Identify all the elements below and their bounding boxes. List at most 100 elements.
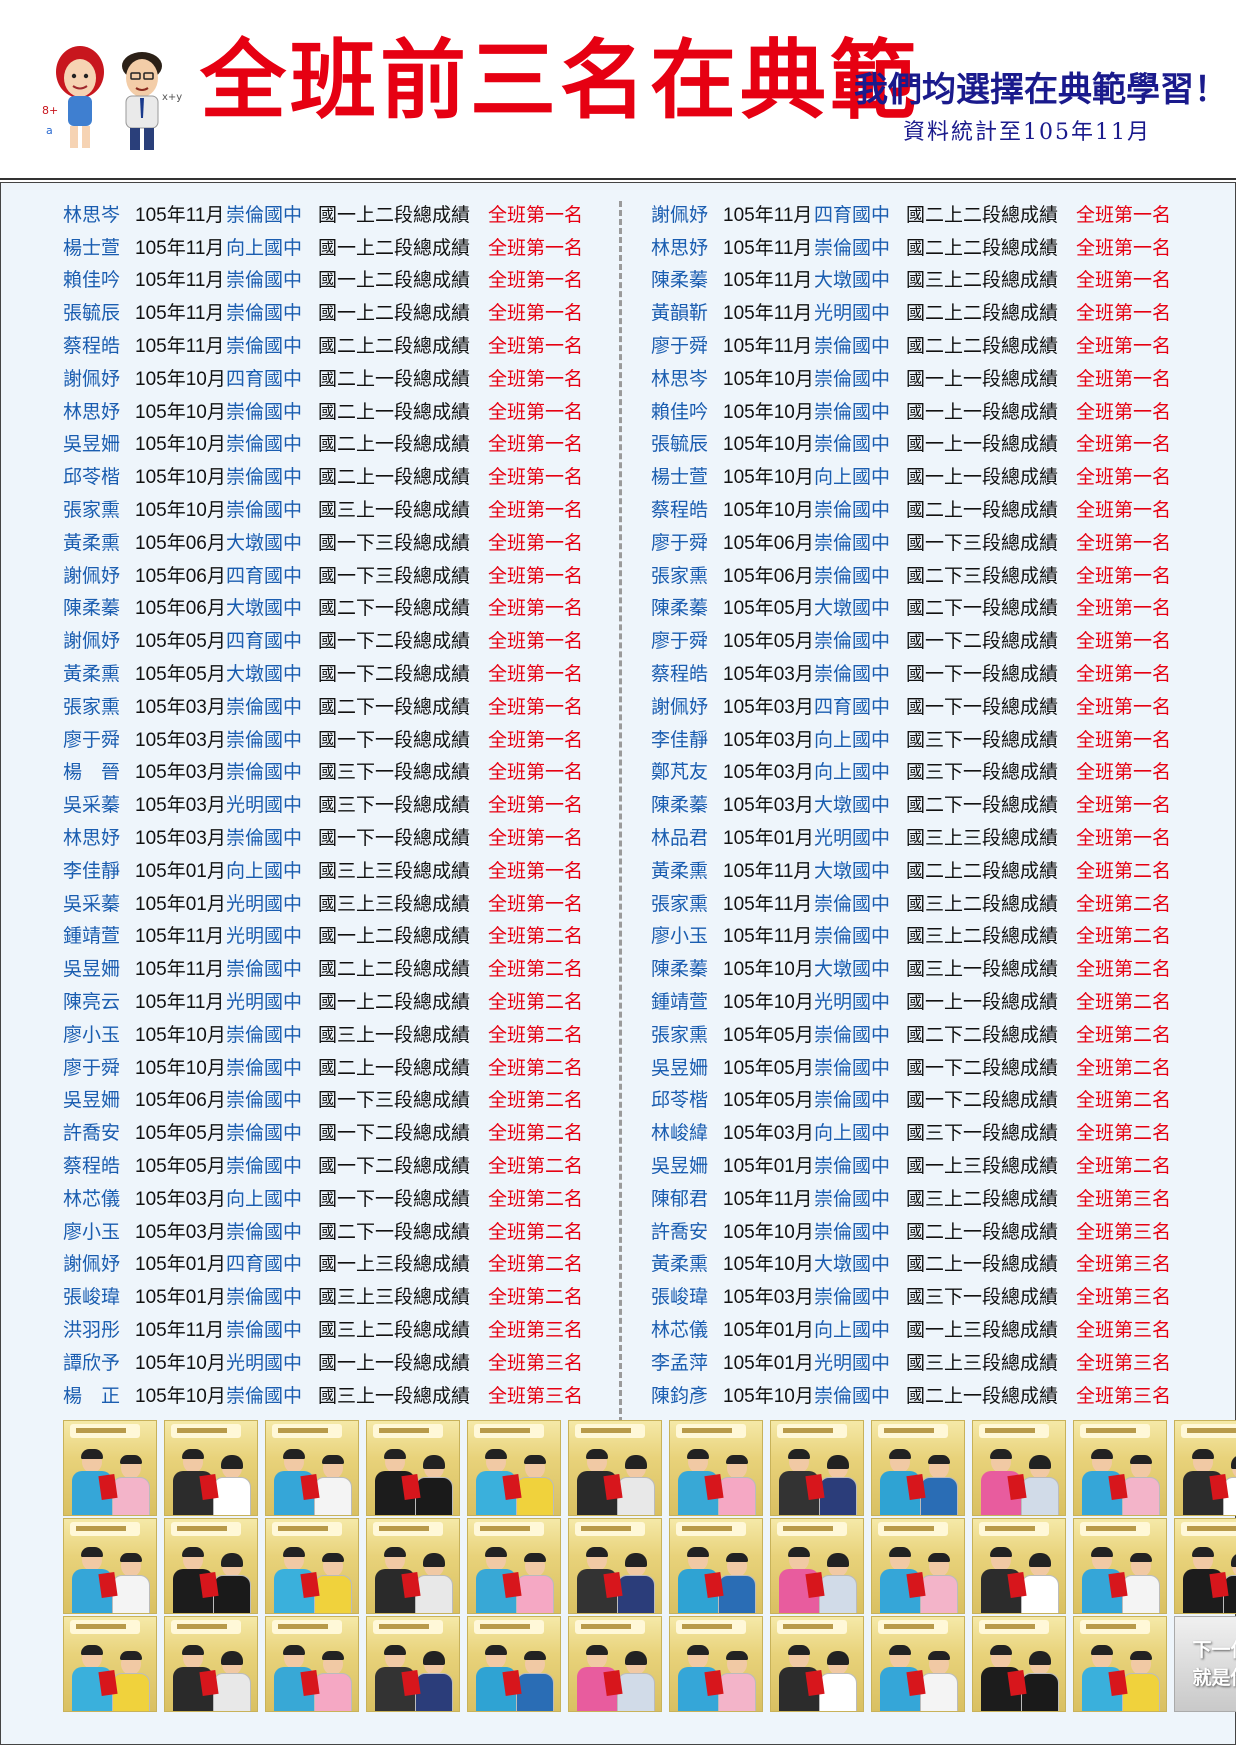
- student-name: 張家熏: [651, 1024, 709, 1046]
- ranking-row: 謝佩妤 105年01月 四育國中 國一上三段總成績 全班第二名: [63, 1247, 623, 1280]
- award-photo: [467, 1420, 561, 1516]
- ranking-row: 蔡程皓 105年11月 崇倫國中 國二上二段總成績 全班第一名: [63, 328, 623, 361]
- award-photo: [63, 1518, 157, 1614]
- school-name: 崇倫國中: [814, 1221, 891, 1243]
- student-name: 吳采蓁: [63, 893, 121, 915]
- student-name: 蔡程皓: [651, 664, 709, 686]
- exam-name: 國二上二段總成績: [906, 303, 1059, 325]
- student-name: 黃韻靳: [651, 303, 709, 325]
- page-title: 全班前三名在典範: [200, 30, 920, 131]
- award-photo: [1073, 1420, 1167, 1516]
- school-name: 崇倫國中: [226, 1123, 303, 1145]
- student-name: 林思妤: [63, 828, 121, 850]
- record-date: 105年11月: [723, 204, 813, 226]
- award-photo: [1073, 1518, 1167, 1614]
- school-name: 向上國中: [226, 860, 303, 882]
- ranking-row: 廖于舜 105年11月 崇倫國中 國二上二段總成績 全班第一名: [651, 328, 1211, 361]
- student-name: 邱苓楷: [63, 467, 121, 489]
- student-name: 陳柔蓁: [651, 270, 709, 292]
- rank-label: 全班第一名: [488, 664, 584, 686]
- exam-name: 國二上一段總成績: [318, 434, 471, 456]
- school-name: 崇倫國中: [814, 401, 891, 423]
- rank-label: 全班第二名: [1076, 992, 1172, 1014]
- student-name: 賴佳吟: [651, 401, 709, 423]
- student-name: 譚欣予: [63, 1352, 121, 1374]
- record-date: 105年06月: [135, 565, 226, 587]
- ranking-row: 廖小玉 105年11月 崇倫國中 國三上二段總成績 全班第二名: [651, 919, 1211, 952]
- rank-label: 全班第一名: [488, 500, 584, 522]
- student-name: 蔡程皓: [651, 500, 709, 522]
- award-photo: [770, 1518, 864, 1614]
- ranking-row: 陳柔蓁 105年05月 大墩國中 國二下一段總成績 全班第一名: [651, 591, 1211, 624]
- ranking-row: 賴佳吟 105年10月 崇倫國中 國一上一段總成績 全班第一名: [651, 394, 1211, 427]
- school-name: 四育國中: [226, 565, 303, 587]
- rank-label: 全班第三名: [488, 1352, 584, 1374]
- school-name: 崇倫國中: [226, 1156, 303, 1177]
- student-name: 張家熏: [63, 696, 121, 718]
- rank-label: 全班第二名: [488, 926, 584, 948]
- rank-label: 全班第三名: [488, 1319, 584, 1341]
- school-name: 崇倫國中: [814, 664, 891, 686]
- rank-label: 全班第二名: [1076, 893, 1172, 915]
- rank-label: 全班第一名: [488, 696, 584, 718]
- school-name: 崇倫國中: [226, 1024, 303, 1046]
- award-photo: [669, 1518, 763, 1614]
- student-name: 廖小玉: [63, 1024, 121, 1046]
- exam-name: 國三上二段總成績: [906, 926, 1059, 948]
- record-date: 105年03月: [723, 762, 814, 784]
- ranking-row: 廖于舜 105年05月 崇倫國中 國一下二段總成績 全班第一名: [651, 623, 1211, 656]
- exam-name: 國一下三段總成績: [318, 565, 471, 587]
- record-date: 105年05月: [135, 664, 226, 686]
- ranking-row: 吳昱姍 105年01月 崇倫國中 國一上三段總成績 全班第二名: [651, 1148, 1211, 1181]
- rank-label: 全班第一名: [488, 762, 584, 784]
- exam-name: 國三下一段總成績: [906, 1123, 1059, 1145]
- award-photo: [871, 1420, 965, 1516]
- school-name: 光明國中: [226, 795, 303, 817]
- student-name: 廖于舜: [651, 631, 709, 653]
- school-name: 崇倫國中: [226, 1090, 303, 1112]
- record-date: 105年11月: [723, 893, 813, 915]
- rank-label: 全班第一名: [488, 598, 584, 620]
- exam-name: 國一上一段總成績: [906, 401, 1059, 423]
- rank-label: 全班第一名: [1076, 237, 1172, 259]
- award-photo: [972, 1616, 1066, 1712]
- rank-label: 全班第三名: [1076, 1319, 1172, 1341]
- exam-name: 國一上三段總成績: [906, 1156, 1059, 1177]
- rank-label: 全班第一名: [1076, 270, 1172, 292]
- school-name: 崇倫國中: [814, 1090, 891, 1112]
- exam-name: 國一上二段總成績: [318, 926, 471, 948]
- record-date: 105年11月: [135, 959, 225, 981]
- record-date: 105年01月: [135, 1254, 226, 1276]
- school-name: 光明國中: [226, 926, 303, 948]
- exam-name: 國三上一段總成績: [318, 500, 471, 522]
- record-date: 105年05月: [135, 1156, 226, 1177]
- record-date: 105年03月: [135, 828, 226, 850]
- school-name: 崇倫國中: [226, 696, 303, 718]
- exam-name: 國一下一段總成績: [906, 696, 1059, 718]
- ranking-row: 吳采蓁 105年03月 光明國中 國三下一段總成績 全班第一名: [63, 787, 623, 820]
- ranking-row: 張家熏 105年03月 崇倫國中 國二下一段總成績 全班第一名: [63, 689, 623, 722]
- record-date: 105年10月: [723, 1221, 814, 1243]
- record-date: 105年11月: [723, 336, 813, 358]
- student-name: 林峻緯: [651, 1123, 709, 1145]
- ranking-row: 邱苓楷 105年10月 崇倫國中 國二上一段總成績 全班第一名: [63, 459, 623, 492]
- school-name: 四育國中: [814, 696, 891, 718]
- student-name: 黃柔熏: [63, 664, 121, 686]
- record-date: 105年06月: [135, 598, 226, 620]
- rank-label: 全班第一名: [1076, 500, 1172, 522]
- award-photo: [770, 1616, 864, 1712]
- ranking-row: 楊士萱 105年10月 向上國中 國一上一段總成績 全班第一名: [651, 459, 1211, 492]
- student-name: 吳采蓁: [63, 795, 121, 817]
- student-name: 陳柔蓁: [651, 598, 709, 620]
- exam-name: 國二上一段總成績: [318, 1057, 471, 1079]
- award-photo: [366, 1616, 460, 1712]
- record-date: 105年10月: [723, 434, 814, 456]
- school-name: 崇倫國中: [226, 500, 303, 522]
- ranking-row: 廖于舜 105年06月 崇倫國中 國一下三段總成績 全班第一名: [651, 525, 1211, 558]
- exam-name: 國一上三段總成績: [906, 1319, 1059, 1341]
- exam-name: 國二上一段總成績: [906, 1385, 1059, 1407]
- ranking-row: 陳亮云 105年11月 光明國中 國一上二段總成績 全班第二名: [63, 984, 623, 1017]
- record-date: 105年03月: [723, 664, 814, 686]
- student-name: 廖于舜: [651, 532, 709, 554]
- award-photo: [972, 1518, 1066, 1614]
